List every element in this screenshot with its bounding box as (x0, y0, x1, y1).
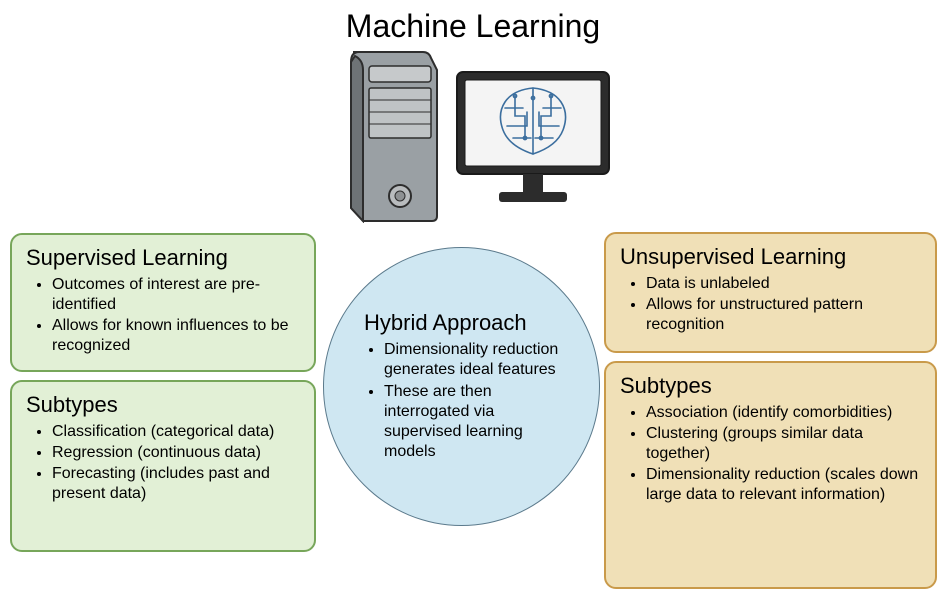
list-item: Dimensionality reduction generates ideal… (384, 340, 565, 380)
unsupervised-list: Data is unlabeled Allows for unstructure… (620, 274, 921, 335)
list-item: Forecasting (includes past and present d… (52, 464, 300, 504)
hybrid-approach-ellipse: Hybrid Approach Dimensionality reduction… (323, 247, 600, 526)
unsup-subtypes-list: Association (identify comorbidities) Clu… (620, 403, 921, 505)
sup-subtypes-list: Classification (categorical data) Regres… (26, 422, 300, 504)
page-title: Machine Learning (0, 8, 946, 45)
supervised-list: Outcomes of interest are pre-identified … (26, 275, 300, 356)
list-item: Dimensionality reduction (scales down la… (646, 465, 921, 505)
supervised-heading: Supervised Learning (26, 245, 300, 271)
sup-subtypes-heading: Subtypes (26, 392, 300, 418)
list-item: These are then interrogated via supervis… (384, 382, 565, 462)
unsupervised-heading: Unsupervised Learning (620, 244, 921, 270)
computer-illustration (333, 48, 613, 223)
list-item: Association (identify comorbidities) (646, 403, 921, 423)
list-item: Allows for unstructured pattern recognit… (646, 295, 921, 335)
supervised-subtypes-box: Subtypes Classification (categorical dat… (10, 380, 316, 552)
list-item: Regression (continuous data) (52, 443, 300, 463)
unsupervised-subtypes-box: Subtypes Association (identify comorbidi… (604, 361, 937, 589)
list-item: Clustering (groups similar data together… (646, 424, 921, 464)
hybrid-heading: Hybrid Approach (364, 310, 565, 336)
list-item: Data is unlabeled (646, 274, 921, 294)
computer-tower-icon (333, 48, 443, 223)
list-item: Outcomes of interest are pre-identified (52, 275, 300, 315)
list-item: Classification (categorical data) (52, 422, 300, 442)
hybrid-list: Dimensionality reduction generates ideal… (358, 340, 565, 464)
supervised-learning-box: Supervised Learning Outcomes of interest… (10, 233, 316, 372)
unsupervised-learning-box: Unsupervised Learning Data is unlabeled … (604, 232, 937, 353)
list-item: Allows for known influences to be recogn… (52, 316, 300, 356)
computer-monitor-icon (453, 68, 613, 208)
unsup-subtypes-heading: Subtypes (620, 373, 921, 399)
